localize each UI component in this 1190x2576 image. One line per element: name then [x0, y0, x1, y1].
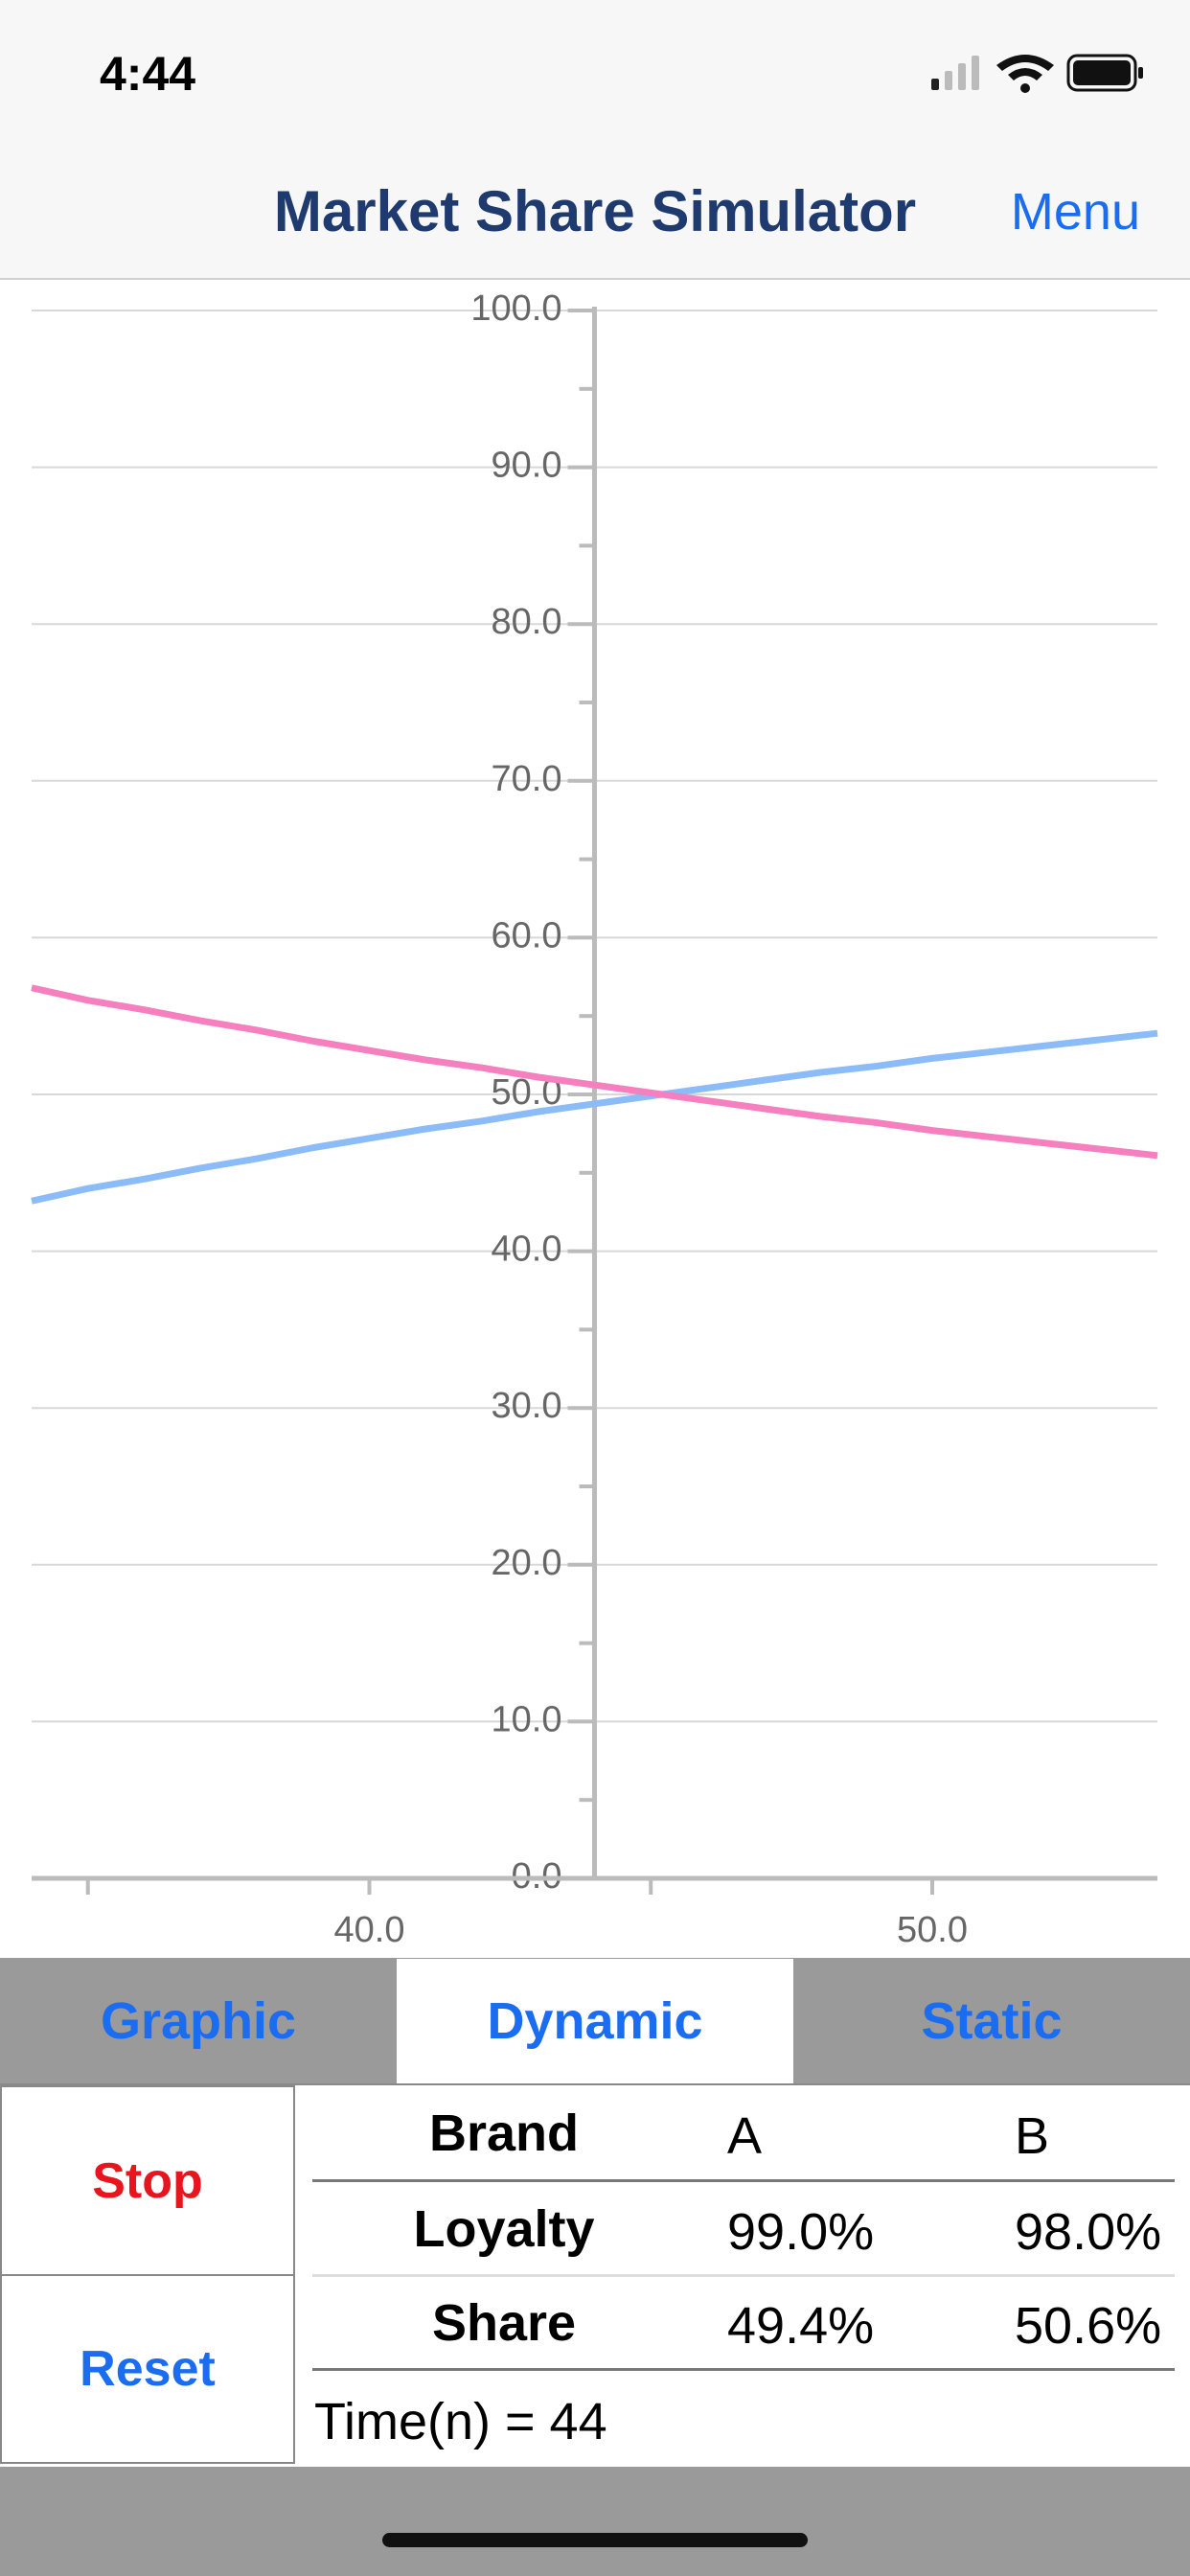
nav-title: Market Share Simulator — [273, 178, 917, 243]
table-cell: 99.0% — [727, 2203, 875, 2261]
row-divider — [312, 2179, 1175, 2182]
status-icons — [931, 54, 1143, 93]
y-tick-label: 60.0 — [492, 915, 562, 955]
y-tick-label: 30.0 — [492, 1386, 562, 1426]
x-tick-label: 50.0 — [897, 1910, 968, 1950]
status-bar: 4:44 — [0, 0, 1190, 144]
clock: 4:44 — [100, 47, 196, 101]
series-line — [31, 1029, 1158, 1205]
home-indicator — [382, 2533, 808, 2547]
y-tick-label: 40.0 — [492, 1230, 562, 1270]
row-divider — [312, 2368, 1175, 2371]
row-label: Share — [431, 2294, 577, 2352]
chart: 0.010.020.030.040.050.060.070.080.090.01… — [31, 288, 1158, 1950]
y-tick-label: 80.0 — [492, 602, 562, 642]
table-header: Brand — [428, 2104, 579, 2162]
row-divider — [312, 2274, 1175, 2277]
tab-dynamic[interactable]: Dynamic — [397, 1959, 793, 2083]
time-value: 44 — [549, 2393, 607, 2450]
tab-graphic[interactable]: Graphic — [0, 1959, 397, 2083]
y-tick-label: 70.0 — [492, 759, 562, 799]
series-line — [31, 984, 1158, 1160]
table-cell: 50.6% — [1015, 2297, 1162, 2355]
y-tick-label: 90.0 — [492, 446, 562, 486]
table-header: A — [727, 2107, 763, 2165]
table-header: B — [1015, 2107, 1050, 2165]
row-label: Loyalty — [413, 2200, 595, 2258]
data-table: Brand A B Loyalty 99.0% 98.0% Share 49.4… — [297, 2085, 1190, 2465]
nav-bar: Market Share Simulator Menu — [0, 144, 1190, 280]
y-tick-label: 10.0 — [492, 1699, 562, 1739]
y-tick-label: 20.0 — [492, 1543, 562, 1583]
table-cell: 98.0% — [1015, 2203, 1162, 2261]
y-tick-label: 100.0 — [470, 288, 561, 329]
menu-button[interactable]: Menu — [1010, 183, 1140, 241]
reset-button[interactable]: Reset — [0, 2274, 295, 2464]
table-cell: 49.4% — [727, 2297, 875, 2355]
tab-static[interactable]: Static — [793, 1959, 1190, 2083]
time-label: Time(n) = — [314, 2393, 536, 2450]
x-tick-label: 40.0 — [334, 1910, 405, 1950]
time-readout: Time(n) = 44 — [314, 2392, 607, 2451]
stop-button[interactable]: Stop — [0, 2085, 295, 2276]
